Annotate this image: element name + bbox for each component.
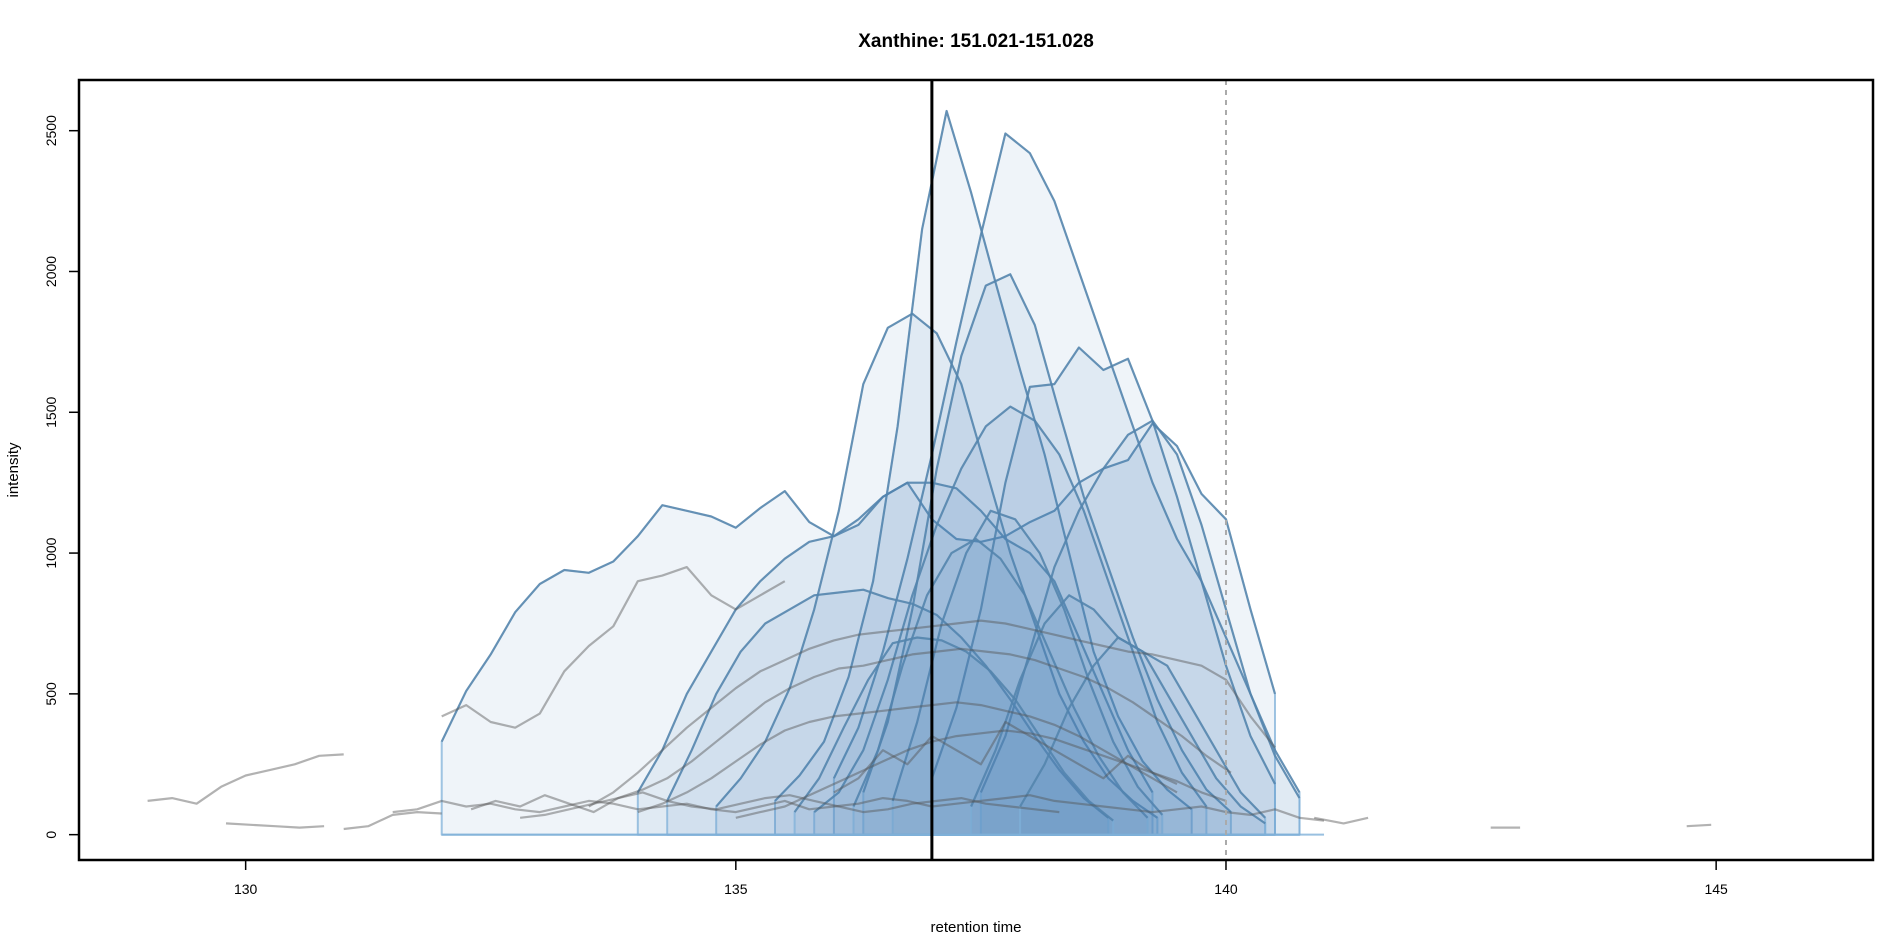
trace-01 (147, 753, 344, 805)
y-tick-label-2500: 2500 (43, 115, 59, 146)
peak-03-line (832, 132, 1301, 793)
peak-07-line (930, 346, 1276, 785)
vlines-layer (930, 80, 1227, 860)
peak-01-line (440, 422, 1277, 743)
peak-02-line (774, 109, 1193, 811)
x-tick-label-135: 135 (724, 881, 748, 897)
x-axis-label: retention time (931, 919, 1022, 936)
trace-11 (343, 810, 442, 831)
x-tick-label-130: 130 (234, 881, 258, 897)
axes-layer: 130 135 140 145 0 500 1000 1500 2000 2500 (43, 115, 1728, 897)
peaks-layer (440, 109, 1325, 836)
trace-02 (441, 565, 786, 729)
trace-06 (637, 701, 1178, 814)
y-axis-label: intensity (5, 442, 22, 498)
trace-07 (735, 729, 1227, 819)
trace-10 (225, 822, 325, 829)
peak-09-line (979, 419, 1301, 799)
trace-09 (470, 791, 1060, 814)
peak-10-line (666, 588, 1109, 819)
y-tick-label-500: 500 (43, 682, 59, 706)
peak-08-line (813, 405, 1208, 813)
peak-14-line (793, 636, 1114, 822)
trace-04 (519, 647, 1232, 819)
chart-title: Xanthine: 151.021-151.028 (858, 31, 1094, 52)
y-tick-label-1000: 1000 (43, 537, 59, 568)
trace-08 (833, 720, 1178, 794)
peak-06-line (862, 273, 1232, 813)
trace-12 (1313, 816, 1369, 825)
x-tick-label-140: 140 (1214, 881, 1238, 897)
trace-14 (1686, 823, 1712, 828)
peak-04-line (636, 481, 1154, 793)
y-tick-label-2000: 2000 (43, 256, 59, 287)
peak-15-line (1019, 636, 1266, 825)
peak-05-line (715, 312, 1159, 819)
y-tick-label-0: 0 (43, 831, 59, 839)
x-tick-label-145: 145 (1704, 881, 1728, 897)
trace-03 (392, 794, 1325, 822)
peak-12-line (852, 537, 1149, 819)
y-tick-label-1500: 1500 (43, 397, 59, 428)
